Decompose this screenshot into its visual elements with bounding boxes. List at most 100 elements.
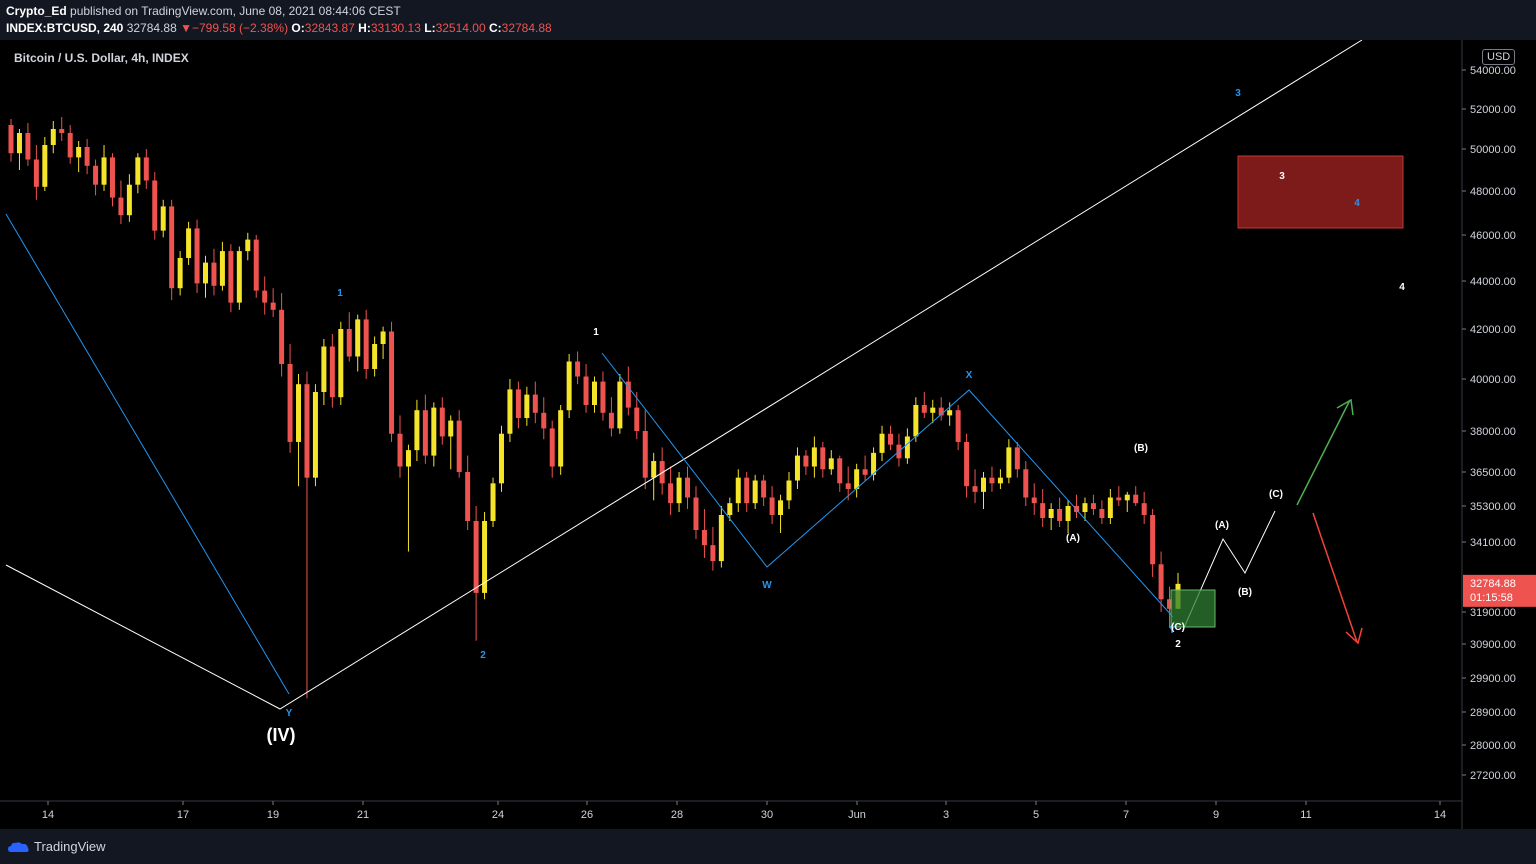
author-name[interactable]: Crypto_Ed	[6, 4, 67, 18]
time-tick-label: 14	[42, 809, 54, 821]
bearish-arrow-line	[1312, 512, 1358, 643]
candle-body	[262, 290, 268, 303]
candle-body	[549, 428, 555, 467]
candle-body	[363, 319, 369, 369]
candle-body	[372, 344, 378, 369]
candle-body	[405, 450, 411, 467]
wave-label: (C)	[1171, 622, 1185, 633]
candle-body	[25, 133, 31, 160]
candle-body	[143, 157, 149, 181]
wave-label: Y	[286, 708, 293, 719]
candle-body	[600, 381, 606, 413]
high-value: 33130.13	[370, 21, 421, 35]
candle-body	[862, 469, 868, 475]
candle-body	[422, 410, 428, 456]
candle-body	[871, 452, 877, 475]
candle-body	[938, 407, 944, 416]
candle-body	[473, 521, 479, 593]
candle-body	[913, 405, 919, 437]
candle-body	[820, 447, 826, 470]
time-tick-label: 9	[1213, 809, 1219, 821]
candle-body	[1006, 447, 1012, 478]
low-value: 32514.00	[435, 21, 486, 35]
footer	[0, 829, 1536, 864]
currency-badge[interactable]: USD	[1482, 49, 1516, 65]
down-triangle-icon: ▼	[180, 21, 192, 35]
price-tick-label: 44000.00	[1470, 276, 1516, 288]
ohlc-bar: INDEX:BTCUSD, 240 32784.88 ▼−799.58 (−2.…	[6, 21, 552, 35]
candle-body	[321, 346, 327, 392]
candle-body	[397, 433, 403, 467]
candle-body	[778, 500, 784, 515]
candle-body	[794, 455, 800, 481]
candle-body	[498, 433, 504, 484]
price-tick-label: 27200.00	[1470, 770, 1516, 782]
wave-labels-layer: 1 2 3 4 1 2 3 4 W X Y Y (A) (B) (C) (A) (B) (C) (IV)	[267, 88, 1406, 745]
candle-body	[701, 530, 707, 546]
publish-header: Crypto_Ed published on TradingView.com, …	[0, 0, 1536, 40]
candle-body	[439, 407, 445, 437]
price-tick-label: 29900.00	[1470, 673, 1516, 685]
tradingview-logo[interactable]: TradingView	[8, 839, 106, 854]
price-tick-label: 36500.00	[1470, 467, 1516, 479]
wave-label: 3	[1235, 88, 1241, 99]
projected-abc-path	[1182, 510, 1276, 631]
candle-body	[1133, 494, 1139, 504]
change-value: −799.58 (−2.38%)	[192, 21, 289, 35]
candle-body	[1057, 509, 1063, 521]
candle-body	[642, 431, 648, 478]
candle-body	[1141, 503, 1147, 515]
time-axis[interactable]: 14 17 19 21 24 26 28 30 Jun 3 5 7 9 11 14	[0, 800, 1462, 821]
time-tick-label: 7	[1123, 809, 1129, 821]
candle-body	[1150, 515, 1156, 565]
target-zone-box	[1237, 155, 1404, 229]
candle-body	[592, 381, 597, 405]
candle-body	[761, 480, 767, 498]
price-tick-label: 38000.00	[1470, 426, 1516, 438]
candle-body	[524, 394, 530, 418]
price-tick-label: 54000.00	[1470, 65, 1516, 77]
symbol-label: INDEX:BTCUSD, 240	[6, 21, 124, 35]
candle-body	[989, 477, 995, 484]
candle-body	[245, 239, 251, 252]
wave-label: 1	[337, 288, 343, 299]
publish-info: Crypto_Ed published on TradingView.com, …	[6, 4, 401, 18]
candles-layer	[8, 117, 1181, 699]
candle-body	[456, 420, 462, 472]
candle-body	[575, 361, 581, 377]
price-tick-label: 31900.00	[1470, 607, 1516, 619]
wave-label: (A)	[1066, 533, 1080, 544]
price-tick-label: 28900.00	[1470, 707, 1516, 719]
candle-body	[355, 319, 361, 357]
bullish-arrow-head	[1336, 398, 1354, 416]
candle-body	[279, 309, 285, 364]
candle-body	[845, 483, 851, 489]
candle-body	[997, 477, 1003, 484]
last-price-tag	[1463, 574, 1536, 607]
candle-body	[1090, 503, 1096, 509]
high-label: H:	[358, 21, 371, 35]
wave-label: 4	[1354, 198, 1360, 209]
candle-body	[186, 228, 192, 258]
publish-date: published on TradingView.com, June 08, 2…	[70, 4, 401, 18]
candle-body	[515, 389, 521, 418]
bullish-arrow-line	[1296, 399, 1351, 506]
price-axis[interactable]: 54000.00 52000.00 50000.00 48000.00 46000.00…	[1461, 40, 1536, 829]
low-label: L:	[424, 21, 436, 35]
candle-body	[541, 412, 547, 429]
price-tick-label: 46000.00	[1470, 230, 1516, 242]
candle-body	[634, 407, 640, 431]
candle-body	[135, 157, 141, 185]
candle-body	[329, 346, 335, 398]
candle-body	[1107, 497, 1113, 518]
candle-body	[1099, 509, 1105, 518]
time-tick-label: 21	[357, 809, 369, 821]
time-tick-label: 5	[1033, 809, 1039, 821]
candle-body	[1023, 469, 1029, 498]
candle-body	[693, 497, 699, 530]
candle-body	[287, 364, 293, 442]
candle-body	[296, 384, 302, 442]
candle-body	[126, 184, 132, 216]
wave-label: (B)	[1134, 443, 1148, 454]
